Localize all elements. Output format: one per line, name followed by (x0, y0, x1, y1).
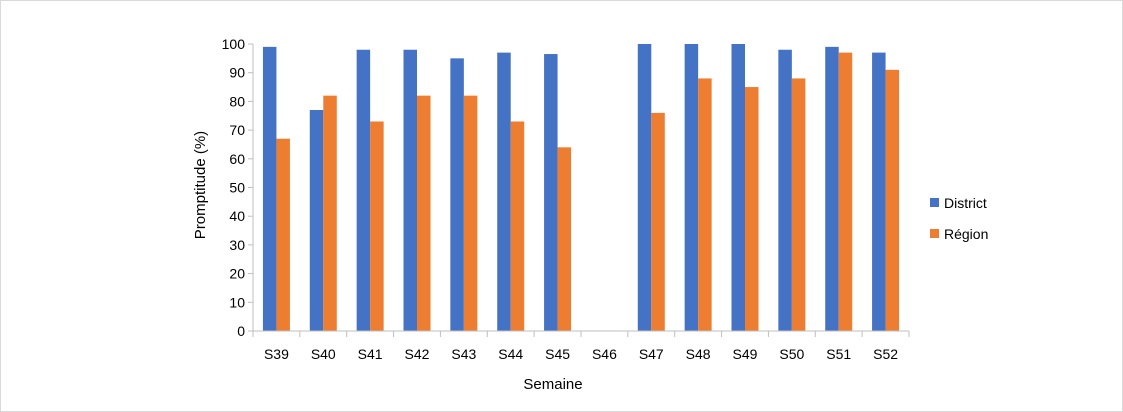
x-tick-label: S52 (873, 346, 898, 362)
bar (684, 44, 699, 331)
bar (463, 95, 478, 331)
bar (544, 54, 558, 332)
bar (403, 49, 417, 332)
bar (276, 138, 290, 331)
x-tick-label: S41 (358, 346, 383, 362)
y-tick-label: 60 (229, 151, 245, 167)
bar (510, 121, 525, 332)
y-axis-ticks: 0 10 20 30 40 50 60 70 80 90 100 (222, 36, 253, 339)
bar (417, 95, 431, 331)
x-tick-label: S42 (405, 346, 430, 362)
x-tick-label: S49 (733, 346, 758, 362)
bar (497, 52, 511, 332)
y-tick-label: 50 (229, 180, 245, 196)
y-axis-title: Promptitude (%) (192, 131, 209, 239)
bar (745, 87, 759, 331)
series-district (262, 44, 886, 332)
x-tick-label: S46 (592, 346, 617, 362)
plot-area (262, 44, 900, 332)
legend-label: Région (944, 226, 988, 242)
x-tick-label: S47 (639, 346, 664, 362)
legend-swatch (930, 198, 939, 207)
x-tick-label: S51 (826, 346, 851, 362)
y-tick-label: 20 (229, 266, 245, 282)
x-tick-label: S50 (779, 346, 804, 362)
legend: District Région (930, 195, 988, 242)
bar (370, 121, 384, 332)
bar (356, 49, 371, 332)
legend-swatch (930, 229, 939, 238)
bar (731, 44, 745, 331)
series-r-gion (276, 52, 900, 332)
y-tick-label: 90 (229, 65, 245, 81)
x-tick-label: S44 (498, 346, 523, 362)
bar (872, 52, 886, 332)
x-tick-label: S43 (451, 346, 476, 362)
bar (778, 49, 792, 332)
y-tick-label: 30 (229, 237, 245, 253)
bar (791, 78, 806, 331)
bar (651, 112, 665, 331)
bar (825, 46, 839, 332)
bar (323, 95, 337, 331)
axes (252, 44, 909, 332)
bar (309, 110, 324, 331)
bar (557, 147, 572, 331)
bar (885, 69, 900, 331)
y-tick-label: 10 (229, 294, 245, 310)
x-axis-ticks: S39 S40 S41 S42 S43 S44 S45 S46 S47 S48 S49 S50 S51 S… (252, 331, 910, 362)
x-axis-title: Semaine (523, 376, 582, 393)
y-tick-label: 80 (229, 93, 245, 109)
x-tick-label: S40 (311, 346, 336, 362)
y-tick-label: 40 (229, 208, 245, 224)
bar (698, 78, 712, 331)
legend-label: District (944, 195, 987, 211)
y-tick-label: 100 (222, 36, 246, 52)
bar (637, 44, 652, 331)
y-tick-label: 70 (229, 122, 245, 138)
x-tick-label: S45 (545, 346, 570, 362)
bar (262, 46, 277, 332)
bar (450, 58, 464, 331)
x-tick-label: S39 (264, 346, 289, 362)
y-tick-label: 0 (237, 323, 245, 339)
bar (838, 52, 853, 332)
x-tick-label: S48 (686, 346, 711, 362)
